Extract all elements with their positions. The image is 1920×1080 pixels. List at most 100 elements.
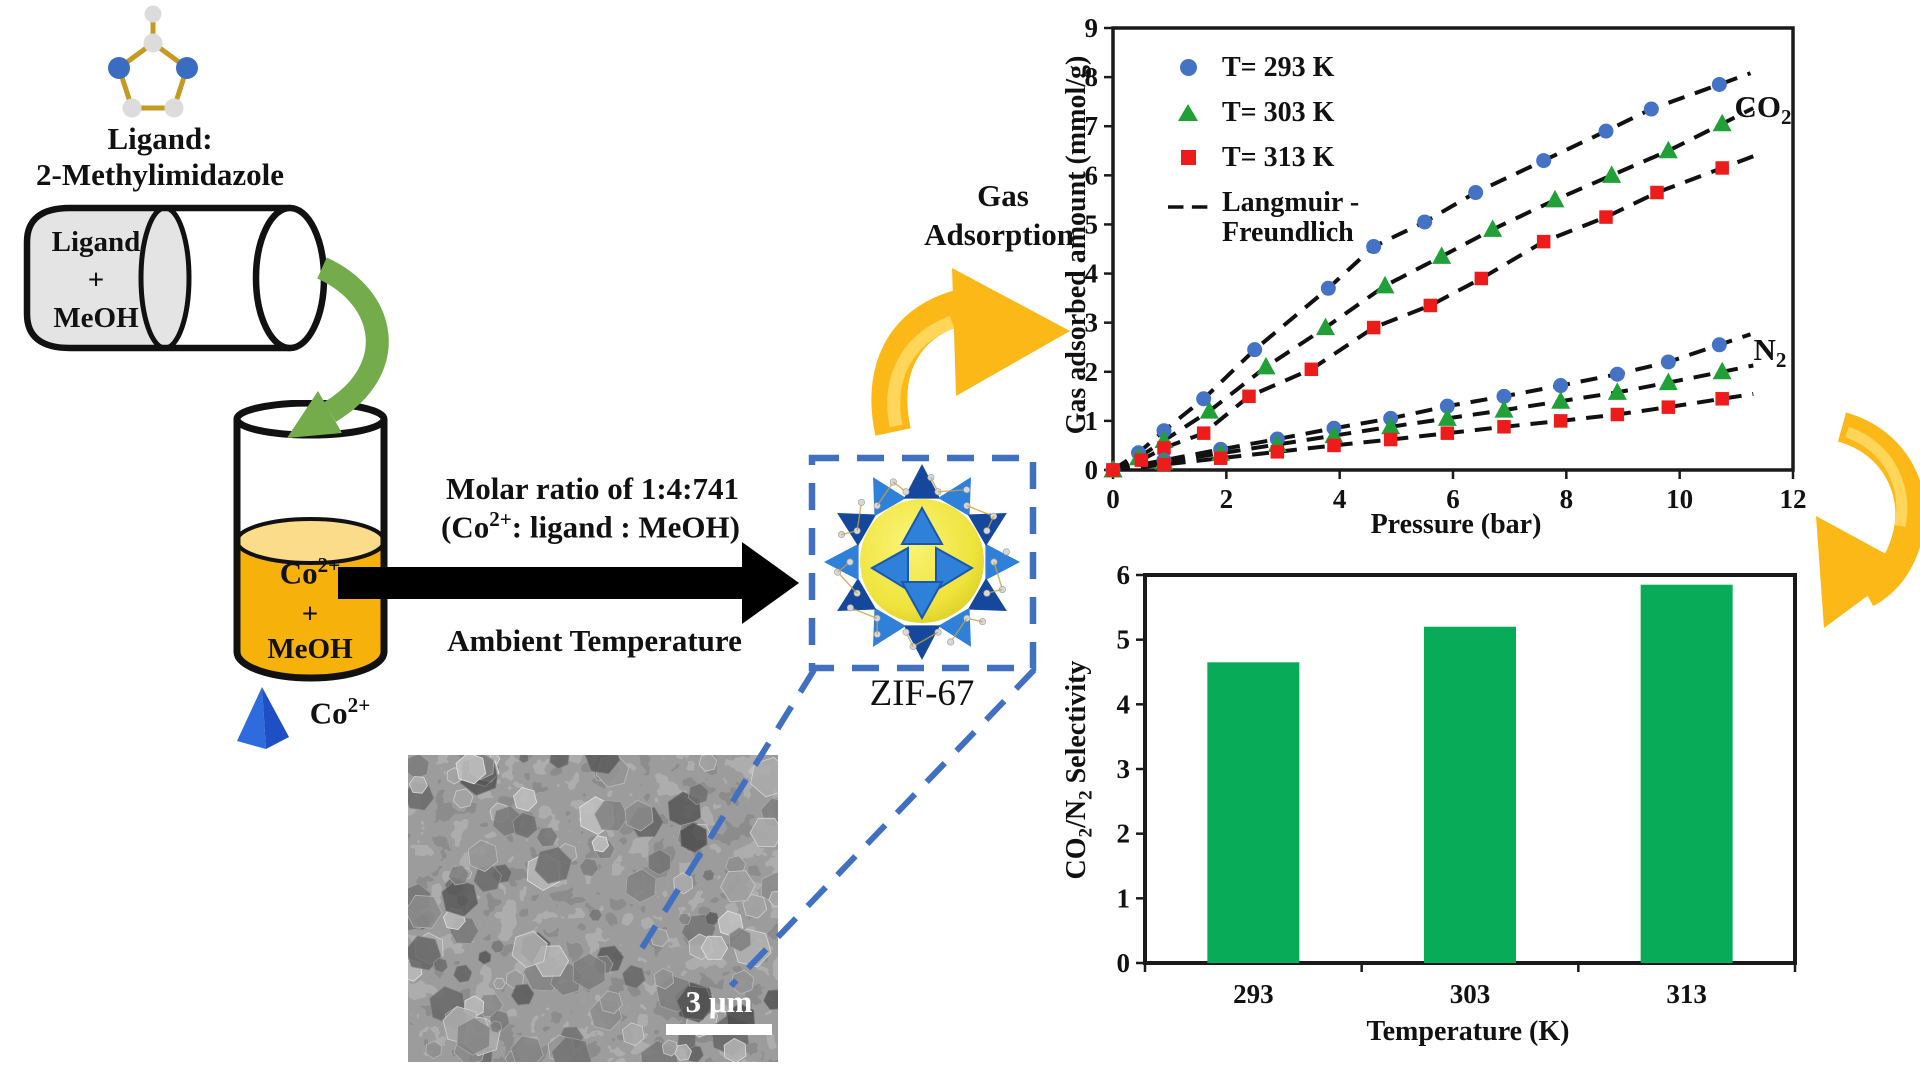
y-tick-label: 0 — [1117, 948, 1131, 978]
x-tick-label: 12 — [1780, 484, 1807, 514]
molar-line2-charge: 2+ — [489, 507, 512, 531]
cylinder-label-line2: + — [87, 264, 105, 296]
y-tick-label: 2 — [1117, 819, 1131, 849]
ligand-cylinder — [23, 204, 328, 352]
legend-item-313K: T= 313 K — [1168, 135, 1359, 180]
zif-67-crystal-structure — [824, 464, 1020, 660]
category-label: 313 — [1666, 979, 1707, 1009]
co2-text: CO — [1734, 89, 1781, 124]
sel-ytitle-s1: 2 — [1075, 827, 1097, 838]
beaker-co-charge: 2+ — [317, 553, 341, 577]
bar-303 — [1424, 626, 1516, 963]
ligand-caption-line1: Ligand: — [107, 121, 213, 156]
fit-line-1 — [1112, 106, 1755, 472]
ligand-caption-line2: 2-Methylimidazole — [36, 157, 284, 192]
legend-item-293K: T= 293 K — [1168, 45, 1359, 90]
reaction-arrow — [338, 542, 799, 624]
molar-line2-open: (Co — [441, 509, 490, 545]
cylinder-filled-section — [27, 208, 165, 348]
carbon-atom — [122, 98, 142, 118]
legend-fit-line1: Langmuir - — [1222, 187, 1360, 218]
n2-sub: 2 — [1775, 348, 1787, 373]
molar-ratio-line2: (Co2+: ligand : MeOH) — [403, 507, 778, 545]
sem-scale-bar — [666, 1024, 772, 1035]
cylinder-outline — [23, 204, 290, 352]
pyramid-left-face — [237, 687, 266, 749]
gas-adsorption-label-line1: Gas — [977, 178, 1029, 213]
gas-adsorption-label-line2: Adsorption — [924, 217, 1074, 252]
selectivity-chart: 0 1 2 3 4 5 6 293 303 313 — [1117, 560, 1797, 1009]
y-tick-label: 1 — [1085, 406, 1099, 436]
legend-marker-square — [1168, 150, 1208, 165]
molar-ratio-line1: Molar ratio of 1:4:741 — [446, 471, 739, 506]
y-tick-label: 6 — [1117, 560, 1131, 590]
x-tick-label: 6 — [1446, 484, 1460, 514]
y-tick-label: 1 — [1117, 883, 1131, 913]
y-tick-label: 6 — [1085, 160, 1099, 190]
legend-label-293K: T= 293 K — [1222, 51, 1335, 83]
y-tick-label: 0 — [1085, 455, 1099, 485]
yellow-arrow-gas-adsorption — [871, 268, 1070, 436]
bar-293 — [1207, 662, 1300, 963]
beaker-bottom — [233, 651, 388, 682]
legend-marker-circle — [1168, 59, 1208, 76]
category-label: 303 — [1450, 979, 1491, 1009]
cylinder-label-line1: Ligand — [51, 226, 141, 258]
methyl-carbon-atom — [144, 5, 162, 23]
sel-ytitle-p2: /N — [1061, 799, 1092, 828]
beaker-label-line1: Co2+ — [240, 553, 380, 591]
y-tick-label: 4 — [1117, 689, 1131, 719]
y-tick-label: 5 — [1117, 625, 1131, 655]
y-tick-label: 7 — [1085, 111, 1099, 141]
sem-scale-label: 3 μm — [685, 984, 753, 1019]
y-tick-label: 8 — [1085, 62, 1099, 92]
carbon-atom — [143, 33, 163, 53]
isotherm-y-axis-title: Gas adsorbed amount (mmol/g) — [1061, 55, 1092, 435]
legend-item-fit: Langmuir - Freundlich — [1168, 187, 1360, 249]
isotherm-x-axis-title: Pressure (bar) — [1370, 509, 1542, 540]
cylinder-mouth — [252, 204, 328, 352]
zif-67-label: ZIF-67 — [869, 673, 975, 714]
beaker-co-text: Co — [279, 555, 318, 591]
nitrogen-atom — [176, 57, 198, 79]
sel-ytitle-p1: CO — [1061, 837, 1092, 880]
sel-ytitle-s2: 2 — [1075, 790, 1097, 800]
x-tick-label: 2 — [1220, 484, 1234, 514]
legend-item-303K: T= 303 K — [1168, 90, 1359, 135]
y-tick-label: 3 — [1117, 754, 1131, 784]
molecule-2-methylimidazole — [108, 5, 198, 118]
legend-fit-lines: Langmuir - Freundlich — [1222, 187, 1360, 249]
cylinder-label-line3: MeOH — [53, 302, 139, 334]
beaker-label-line3: MeOH — [267, 633, 353, 665]
n2-curve-annotation: N2 — [1735, 332, 1805, 373]
beaker-label-line2: + — [301, 598, 319, 630]
y-tick-label: 5 — [1085, 209, 1099, 239]
n2-text: N — [1753, 332, 1776, 367]
series-n2-t=313k — [1106, 392, 1729, 477]
cobalt-pyramid-icon — [237, 687, 289, 749]
legend-label-303K: T= 303 K — [1222, 96, 1335, 128]
bar-313 — [1640, 584, 1733, 963]
co2-curve-annotation: CO2 — [1718, 89, 1808, 130]
x-tick-label: 0 — [1106, 484, 1120, 514]
y-tick-label: 9 — [1085, 13, 1099, 43]
legend-label-313K: T= 313 K — [1222, 141, 1335, 173]
category-label: 293 — [1233, 979, 1274, 1009]
carbon-atom — [164, 98, 184, 118]
beaker-mouth — [233, 400, 388, 439]
fit-line-0 — [1111, 71, 1752, 472]
legend-fit-line2: Freundlich — [1222, 217, 1354, 249]
co2-sub: 2 — [1780, 105, 1792, 130]
x-tick-label: 4 — [1333, 484, 1347, 514]
molecule-bonds — [116, 15, 190, 111]
selectivity-y-axis-title: CO2/N2 Selectivity — [1061, 538, 1097, 1002]
y-tick-label: 2 — [1085, 357, 1099, 387]
x-tick-label: 8 — [1560, 484, 1574, 514]
sel-ytitle-p3: Selectivity — [1061, 660, 1092, 791]
isotherm-legend: T= 293 K T= 303 K T= 313 K Langmuir - Fr… — [1168, 45, 1359, 248]
x-tick-label: 10 — [1666, 484, 1693, 514]
cobalt-text: Co — [309, 695, 348, 731]
y-tick-label: 4 — [1085, 259, 1099, 289]
legend-marker-triangle — [1168, 104, 1208, 121]
